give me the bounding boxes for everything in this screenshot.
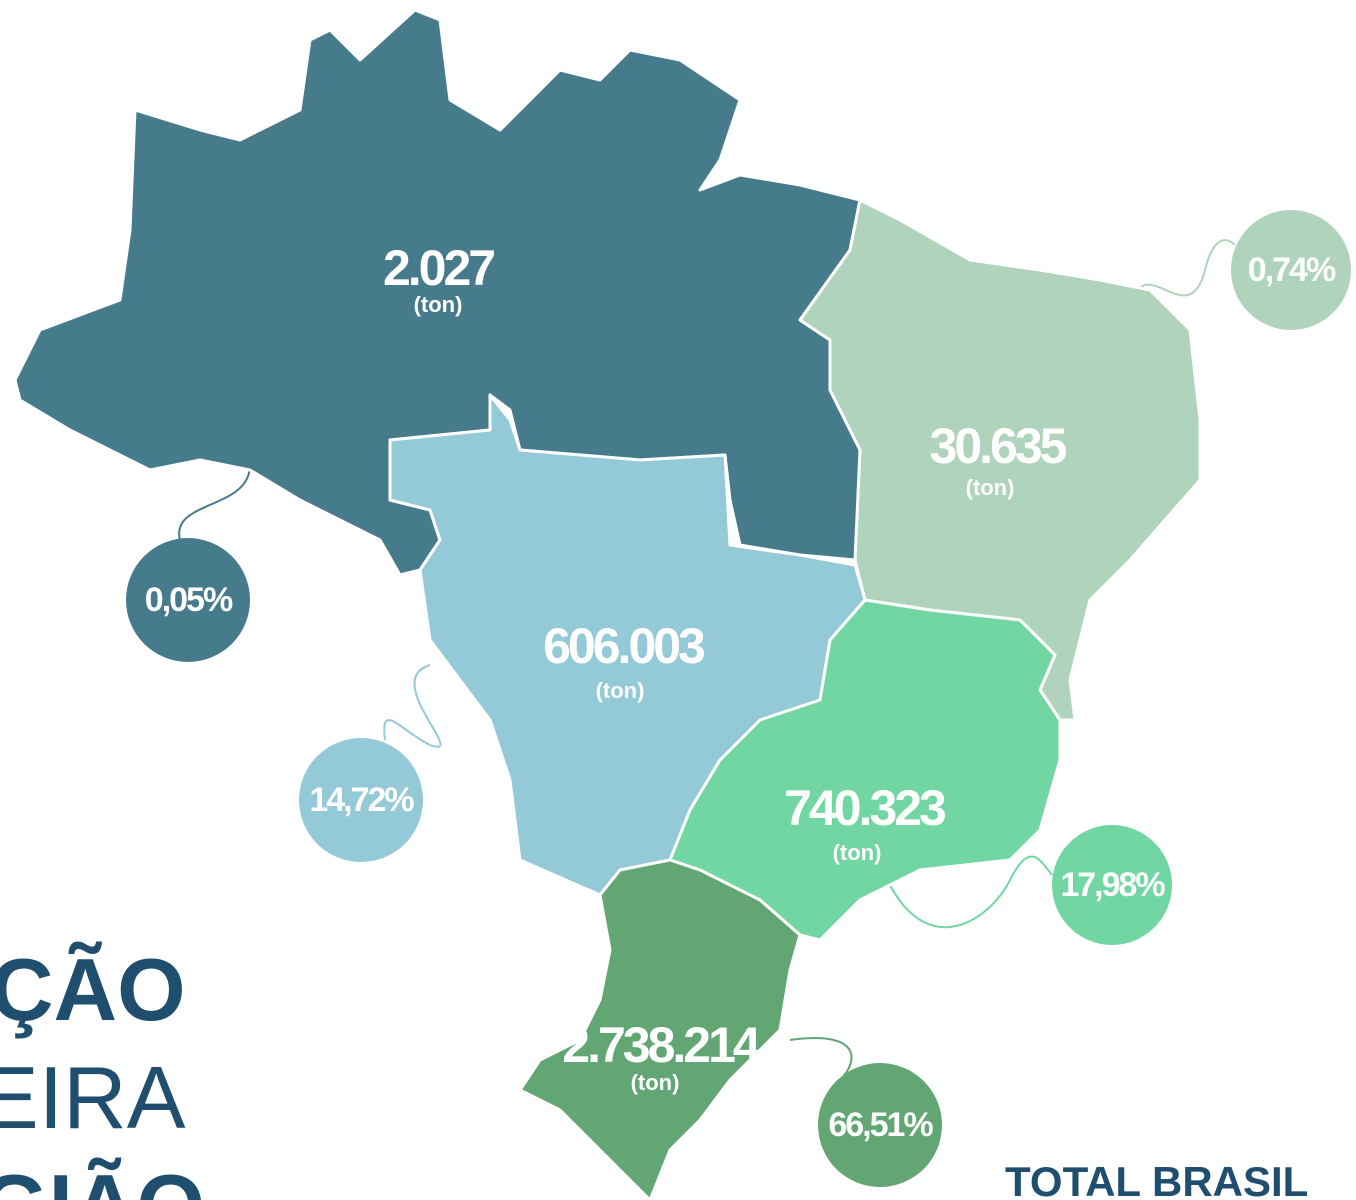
region-unit: (ton) bbox=[596, 678, 645, 703]
region-unit: (ton) bbox=[966, 475, 1015, 500]
connector bbox=[889, 855, 1053, 929]
connector bbox=[789, 1037, 853, 1081]
connector bbox=[178, 464, 251, 541]
percent-badge bbox=[126, 538, 250, 662]
region-nordeste bbox=[798, 198, 1202, 722]
percent: 17,98% bbox=[1060, 866, 1165, 904]
region-sul bbox=[518, 858, 802, 1200]
region-value: 2.738.214 bbox=[562, 1017, 761, 1073]
connector bbox=[383, 664, 442, 748]
region-unit: (ton) bbox=[631, 1070, 680, 1095]
percent-badge bbox=[299, 738, 423, 862]
title-fragment: EIRA bbox=[0, 1048, 186, 1147]
total-label: TOTAL BRASIL bbox=[1005, 1158, 1308, 1200]
title-fragment: ÇÃO bbox=[0, 940, 186, 1039]
connector bbox=[1134, 239, 1236, 297]
title-fragment: GIÃO bbox=[0, 1156, 205, 1200]
percent-badge bbox=[818, 1063, 942, 1187]
region-unit: (ton) bbox=[414, 292, 463, 317]
percent: 0,74% bbox=[1248, 251, 1336, 289]
percent-badge bbox=[1231, 210, 1351, 330]
region-sudeste bbox=[668, 598, 1062, 942]
percent: 0,05% bbox=[145, 581, 233, 619]
region-unit: (ton) bbox=[833, 840, 882, 865]
region-value: 30.635 bbox=[930, 418, 1067, 474]
percent: 14,72% bbox=[309, 781, 414, 819]
percent-badge bbox=[1052, 825, 1172, 945]
region-value: 740.323 bbox=[784, 780, 945, 836]
region-value: 606.003 bbox=[543, 618, 704, 674]
percent: 66,51% bbox=[828, 1106, 933, 1144]
region-value: 2.027 bbox=[383, 240, 494, 296]
